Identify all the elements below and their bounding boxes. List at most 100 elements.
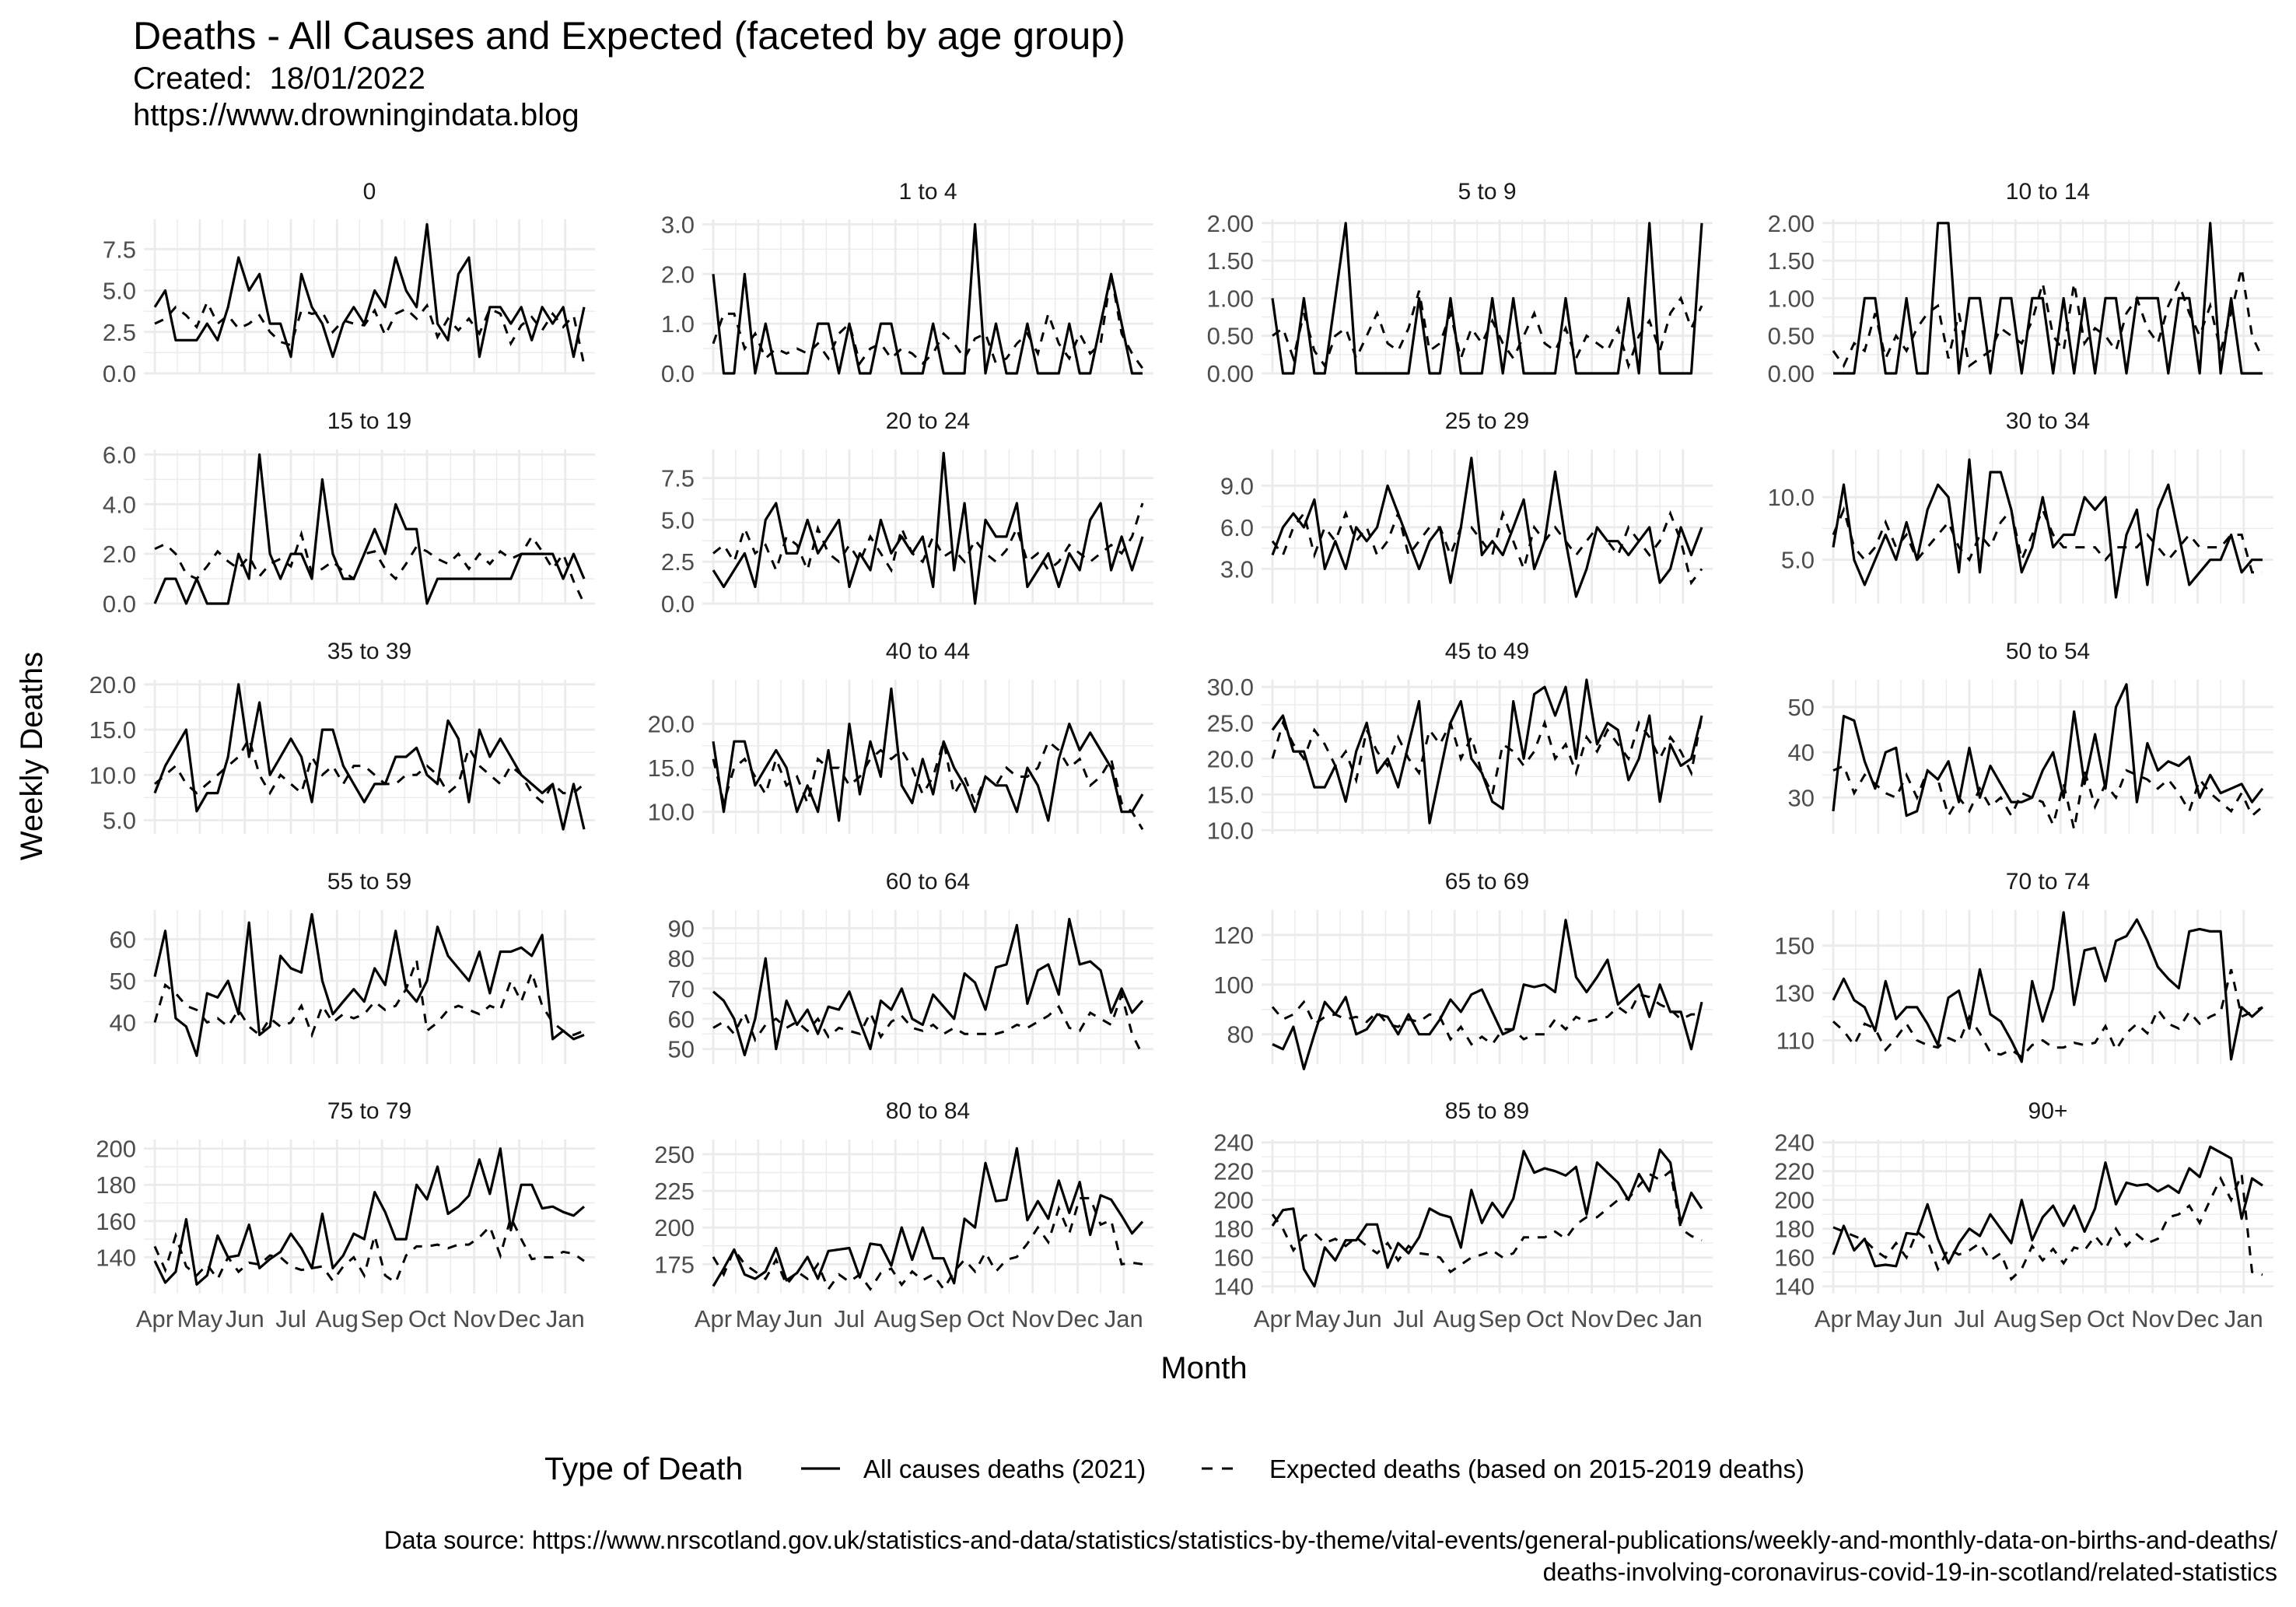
y-tick-label: 25.0 [1207, 709, 1254, 737]
all-causes-deaths-line [153, 1147, 586, 1287]
y-tick-label: 1.50 [1207, 247, 1254, 275]
y-tick-label: 180 [96, 1171, 136, 1199]
facet-panel-12: 55 to 59 40 50 60 [110, 869, 595, 1064]
facet-strip-label: 0 [363, 179, 376, 205]
legend-label-all-causes: All causes deaths (2021) [863, 1455, 1146, 1483]
all-causes-deaths-line [1832, 458, 2263, 599]
facet-strip-label: 75 to 79 [327, 1098, 411, 1124]
facet-strip-label: 5 to 9 [1458, 179, 1516, 205]
x-tick-label: Jul [834, 1305, 865, 1332]
x-tick-label: Jan [1664, 1305, 1703, 1332]
expected-deaths-line [153, 1213, 585, 1285]
facet-strip-label: 20 to 24 [886, 408, 970, 434]
expected-deaths-line [154, 530, 586, 604]
x-tick-label: Apr [1815, 1305, 1852, 1332]
facet-panel-10: 45 to 49 10.0 15.0 20.0 25.0 30.0 [1207, 639, 1713, 844]
facet-panel-7: 30 to 34 5.0 10.0 [1768, 408, 2273, 604]
y-tick-label: 40 [110, 1009, 136, 1036]
y-tick-label: 60 [668, 1006, 695, 1033]
y-tick-label: 0.50 [1768, 323, 1815, 350]
y-tick-label: 200 [96, 1136, 136, 1163]
x-tick-label: Jul [275, 1305, 306, 1332]
facet-strip-label: 85 to 89 [1445, 1098, 1529, 1124]
chart-subtitle-created: Created: 18/01/2022 [133, 61, 425, 96]
expected-deaths-line [1832, 506, 2263, 574]
y-tick-label: 0.0 [103, 360, 136, 387]
expected-deaths-line [1832, 1173, 2263, 1282]
x-tick-label: Oct [1526, 1305, 1564, 1332]
y-tick-label: 4.0 [103, 491, 136, 518]
expected-deaths-line [154, 299, 586, 366]
y-tick-label: 10.0 [648, 799, 695, 826]
x-tick-label: Sep [919, 1305, 962, 1332]
facet-strip-label: 45 to 49 [1445, 639, 1529, 664]
y-tick-label: 1.50 [1768, 247, 1815, 275]
y-tick-label: 2.00 [1207, 210, 1254, 237]
all-causes-deaths-line [712, 917, 1144, 1057]
facet-panel-9: 40 to 44 10.0 15.0 20.0 [648, 639, 1153, 834]
y-tick-label: 0.00 [1768, 360, 1815, 387]
all-causes-deaths-line [1832, 683, 2264, 818]
x-tick-label: Jul [1954, 1305, 1985, 1332]
x-tick-label: Sep [1479, 1305, 1521, 1332]
x-tick-label: May [1295, 1305, 1341, 1332]
y-tick-label: 140 [1213, 1273, 1254, 1301]
all-causes-deaths-line [1832, 911, 2264, 1063]
y-tick-label: 30 [1788, 784, 1815, 811]
x-tick-label: Oct [2087, 1305, 2125, 1332]
x-tick-label: Sep [361, 1305, 404, 1332]
x-tick-label: Jan [546, 1305, 585, 1332]
x-tick-label: Nov [453, 1305, 496, 1332]
y-tick-label: 140 [1774, 1273, 1815, 1301]
facet-strip-label: 10 to 14 [2006, 179, 2090, 205]
y-tick-label: 180 [1774, 1216, 1815, 1243]
all-causes-deaths-line [712, 1147, 1144, 1287]
y-tick-label: 2.0 [661, 261, 695, 288]
facet-strip-label: 80 to 84 [886, 1098, 970, 1124]
facet-panel-16: 75 to 79 140 160 180 200 Apr May Jun Jul Aug Sep Oc… [96, 1098, 595, 1332]
y-tick-label: 140 [96, 1244, 136, 1271]
all-causes-deaths-line [712, 222, 1143, 375]
y-tick-label: 1.0 [661, 310, 695, 338]
x-tick-label: Apr [695, 1305, 732, 1332]
x-tick-label: Dec [2176, 1305, 2219, 1332]
y-tick-label: 15.0 [89, 716, 136, 744]
caption-line-2: deaths-involving-coronavirus-covid-19-in… [1542, 1558, 2277, 1586]
x-tick-label: May [1856, 1305, 1902, 1332]
y-tick-label: 225 [654, 1178, 695, 1205]
y-tick-label: 7.5 [661, 465, 695, 492]
y-tick-label: 160 [1213, 1245, 1254, 1272]
y-tick-label: 80 [668, 945, 695, 972]
x-tick-label: Nov [1570, 1305, 1614, 1332]
y-tick-label: 90 [668, 915, 695, 942]
expected-deaths-line [1832, 764, 2263, 830]
expected-deaths-line [712, 1196, 1143, 1292]
all-causes-deaths-line [153, 453, 586, 605]
x-tick-label: Apr [136, 1305, 173, 1332]
facet-strip-label: 30 to 34 [2006, 408, 2090, 434]
y-tick-label: 2.5 [103, 319, 136, 346]
y-tick-label: 20.0 [1207, 745, 1254, 772]
facet-strip-label: 60 to 64 [886, 869, 970, 895]
y-tick-label: 220 [1774, 1158, 1815, 1185]
legend-label-expected: Expected deaths (based on 2015-2019 deat… [1269, 1455, 1804, 1483]
y-tick-label: 20.0 [648, 711, 695, 738]
y-tick-label: 200 [654, 1214, 695, 1241]
y-tick-label: 130 [1774, 980, 1815, 1007]
y-tick-label: 9.0 [1220, 472, 1254, 499]
facet-strip-label: 50 to 54 [2006, 639, 2090, 664]
y-tick-label: 50 [110, 968, 136, 995]
x-tick-label: Jan [1104, 1305, 1143, 1332]
legend-title: Type of Death [544, 1451, 743, 1486]
y-tick-label: 3.0 [661, 211, 695, 238]
y-tick-label: 240 [1213, 1129, 1254, 1157]
facet-strip-label: 40 to 44 [886, 639, 970, 664]
all-causes-deaths-line [1271, 678, 1703, 825]
chart-subtitle-url: https://www.drowningindata.blog [133, 98, 579, 132]
y-tick-label: 200 [1774, 1187, 1815, 1214]
expected-deaths-line [712, 990, 1144, 1056]
y-tick-label: 110 [1776, 1028, 1815, 1055]
facet-strip-label: 15 to 19 [327, 408, 411, 434]
y-tick-label: 200 [1213, 1187, 1254, 1214]
